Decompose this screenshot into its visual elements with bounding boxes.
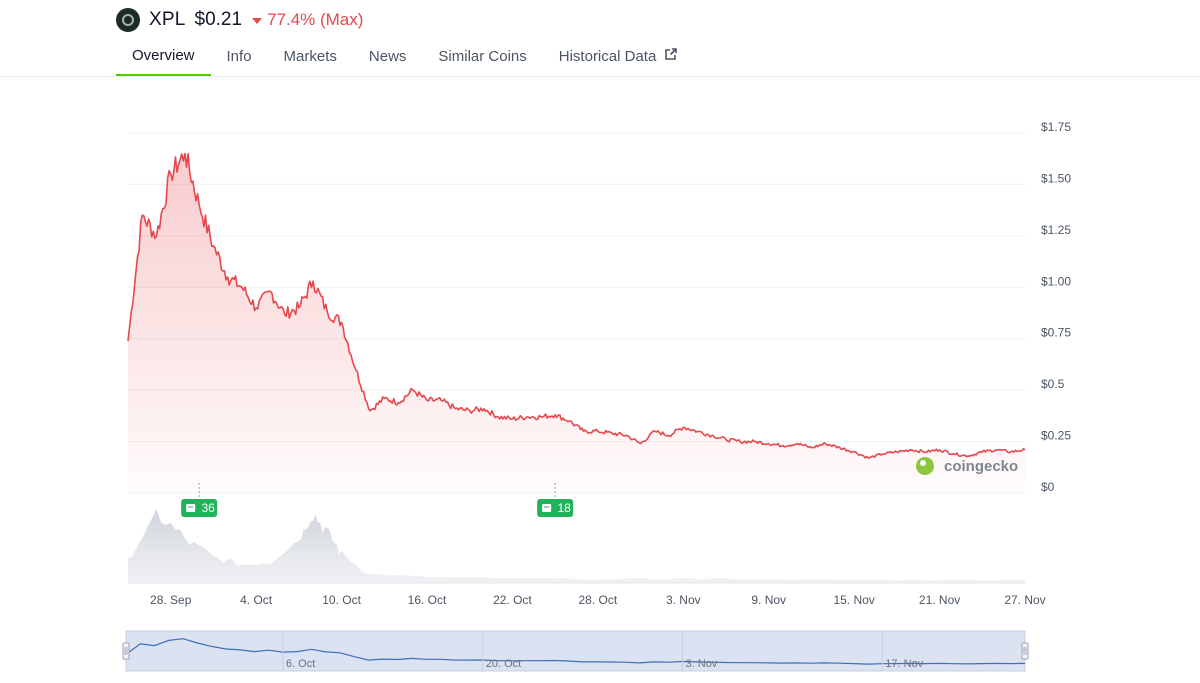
y-tick-label: $1.75 [1041, 120, 1071, 134]
x-tick-label: 28. Sep [150, 593, 192, 607]
x-tick-label: 21. Nov [919, 593, 960, 607]
tab-bar: Overview Info Markets News Similar Coins… [116, 38, 694, 76]
navigator-label: 20. Oct [486, 658, 521, 670]
tab-info[interactable]: Info [226, 48, 252, 65]
news-badge: 18 [537, 483, 574, 517]
x-tick-label: 3. Nov [666, 593, 701, 607]
news-badge-count: 36 [202, 501, 216, 515]
y-tick-label: $0.25 [1041, 429, 1071, 443]
navigator-label: 17. Nov [885, 658, 923, 670]
navigator-label: 6. Oct [286, 658, 315, 670]
news-badge-bg [537, 499, 574, 517]
tab-news[interactable]: News [368, 48, 407, 65]
y-tick-label: $0.75 [1041, 326, 1071, 340]
news-markers: 36 18 [181, 483, 574, 517]
tab-historical-data[interactable]: Historical Data [543, 38, 695, 76]
volume-area [128, 509, 1025, 584]
tabs-divider [0, 76, 1200, 77]
x-tick-label: 9. Nov [751, 593, 786, 607]
coin-header: XPL $0.21 77.4% (Max) [116, 6, 363, 34]
external-link-icon [664, 39, 678, 75]
x-tick-label: 22. Oct [493, 593, 532, 607]
y-tick-label: $1.25 [1041, 223, 1071, 237]
y-tick-label: $0 [1041, 480, 1055, 494]
news-badge-count: 18 [557, 501, 571, 515]
price-area-fill [128, 153, 1025, 493]
price-line [127, 152, 1026, 459]
x-tick-label: 28. Oct [579, 593, 618, 607]
coingecko-watermark: coingecko [916, 457, 1018, 475]
price-series [127, 152, 1026, 493]
navigator-handle-left[interactable] [122, 642, 130, 660]
tab-overview[interactable]: Overview [116, 38, 211, 76]
navigator-label: 3. Nov [686, 658, 718, 670]
xpl-logo-icon [116, 8, 140, 32]
news-badge-bg [181, 499, 218, 517]
volume-area-fill [128, 509, 1025, 583]
x-tick-label: 15. Nov [833, 593, 874, 607]
range-navigator[interactable]: 6. Oct 20. Oct 3. Nov 17. Nov [122, 630, 1029, 672]
tab-historical-data-label: Historical Data [558, 48, 657, 65]
coingecko-logo-eye [920, 460, 926, 466]
coin-price: $0.21 [194, 9, 243, 30]
y-tick-label: $1.50 [1041, 171, 1071, 185]
x-tick-label: 16. Oct [408, 593, 447, 607]
news-badge: 36 [181, 483, 218, 517]
x-axis: 28. Sep 4. Oct 10. Oct 16. Oct 22. Oct 28. Oc… [150, 593, 1046, 607]
price-change: 77.4% (Max) [252, 10, 363, 30]
navigator-handle-right[interactable] [1021, 642, 1029, 660]
newspaper-icon [186, 504, 196, 512]
coin-symbol: XPL [149, 9, 186, 30]
coingecko-logo-icon [916, 457, 934, 475]
tab-similar-coins[interactable]: Similar Coins [438, 48, 527, 65]
price-change-value: 77.4% (Max) [267, 10, 364, 29]
x-tick-label: 27. Nov [1004, 593, 1045, 607]
y-tick-label: $0.5 [1041, 377, 1065, 391]
x-tick-label: 4. Oct [240, 593, 273, 607]
navigator-series [125, 638, 1026, 665]
newspaper-icon [542, 504, 552, 512]
y-tick-label: $1.00 [1041, 274, 1071, 288]
x-tick-label: 10. Oct [322, 593, 361, 607]
tab-markets[interactable]: Markets [283, 48, 337, 65]
caret-down-icon [252, 18, 263, 24]
watermark-label: coingecko [944, 458, 1018, 475]
y-axis: $1.75 $1.50 $1.25 $1.00 $0.75 $0.5 $0.25 $0 [1041, 120, 1071, 494]
